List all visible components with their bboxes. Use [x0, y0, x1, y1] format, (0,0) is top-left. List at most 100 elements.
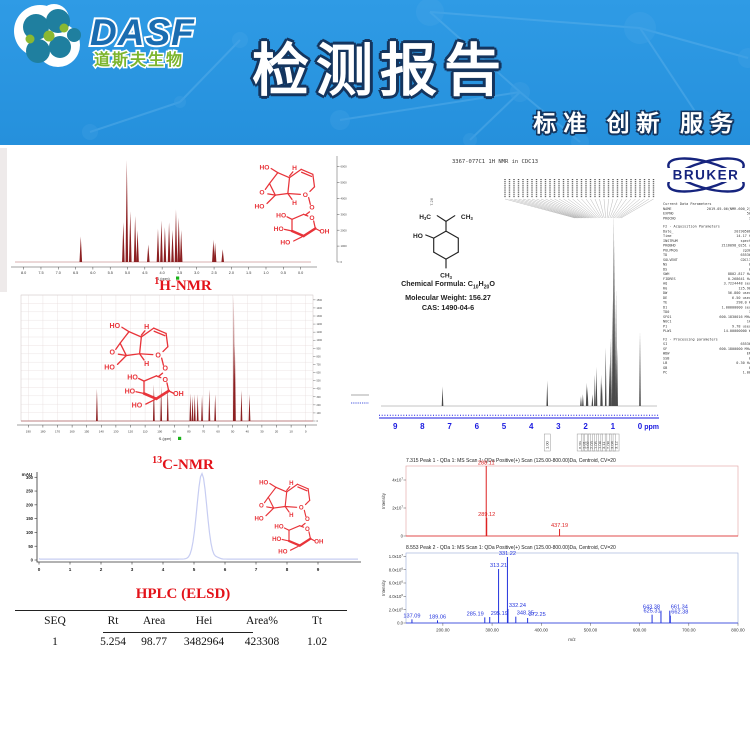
svg-text:200.00: 200.00: [436, 628, 450, 633]
svg-text:180: 180: [40, 430, 45, 434]
param-row: DW 56.800 usec: [663, 291, 750, 295]
svg-text:189.06: 189.06: [429, 614, 446, 620]
svg-text:HO: HO: [278, 548, 287, 555]
svg-text:285.19: 285.19: [467, 611, 484, 617]
hnmr-label: 1H-NMR: [154, 276, 212, 294]
compound-info: Chemical Formula: C10H20O Molecular Weig…: [372, 279, 524, 314]
svg-text:120: 120: [128, 430, 133, 434]
svg-text:OH: OH: [173, 391, 184, 398]
svg-text:0: 0: [31, 558, 34, 563]
svg-text:100: 100: [317, 412, 322, 415]
param-row: NAME 2019-05-06(NMR-600_2): [663, 206, 750, 211]
svg-text:250: 250: [26, 489, 34, 494]
molecule-blob-icon: [14, 4, 81, 67]
param-row: INSTRUM spect: [663, 238, 750, 243]
dasf-logo: DASF 道斯夫生物: [14, 4, 196, 71]
svg-text:8.0x106: 8.0x106: [389, 566, 404, 572]
svg-text:300: 300: [26, 475, 34, 480]
svg-text:300.00: 300.00: [485, 628, 499, 633]
svg-text:7.315 Peak 1 - QDa 1: MS Scan: 7.315 Peak 1 - QDa 1: MS Scan 1: QDa Pos…: [406, 458, 616, 464]
svg-text:800.00: 800.00: [731, 628, 745, 633]
svg-text:0: 0: [305, 430, 307, 434]
svg-text:O: O: [162, 366, 168, 373]
svg-text:331.22: 331.22: [499, 551, 516, 557]
svg-text:5000: 5000: [341, 181, 348, 185]
param-row: SFO1 600.1830016 MHz: [663, 314, 750, 319]
svg-text:100: 100: [157, 430, 162, 434]
param-row: TD 65536: [663, 253, 750, 257]
param-row: PROBHD Z116098_0251 (: [663, 243, 750, 248]
svg-text:160: 160: [70, 430, 75, 434]
param-row: SF 600.1800000 MHz: [663, 346, 750, 351]
svg-text:4x107: 4x107: [392, 477, 403, 483]
svg-text:4.5: 4.5: [142, 271, 147, 275]
svg-text:313.21: 313.21: [490, 563, 507, 569]
svg-text:O: O: [259, 189, 264, 196]
svg-text:HO: HO: [255, 204, 265, 211]
menthol-structure: H3C CH3 HO CH3: [413, 214, 474, 280]
param-row: NS8: [663, 262, 750, 267]
svg-text:643.38: 643.38: [643, 605, 660, 611]
svg-text:70: 70: [202, 430, 206, 434]
svg-text:O: O: [305, 516, 310, 523]
svg-text:50: 50: [28, 544, 33, 549]
svg-text:3367-077C1 1H NMR in CDC13: 3367-077C1 1H NMR in CDC13: [452, 159, 538, 165]
svg-text:2.03: 2.03: [589, 440, 594, 449]
svg-text:H: H: [144, 324, 149, 331]
svg-text:6.0x106: 6.0x106: [389, 580, 404, 586]
svg-text:3.0: 3.0: [194, 271, 199, 275]
svg-text:HO: HO: [127, 374, 138, 381]
param-row: PULPROGzg30: [663, 248, 750, 253]
svg-text:OH: OH: [314, 538, 324, 545]
param-row: PC1.00: [663, 370, 750, 375]
ms-peaks: [485, 466, 561, 536]
bruker-parameters: Current Data Parameters NAME 2019-05-06(NM…: [663, 202, 750, 375]
param-row: PROCNO1: [663, 216, 750, 221]
svg-text:HO: HO: [274, 226, 284, 233]
molecular-weight: Molecular Weight: 156.27: [405, 292, 491, 302]
svg-text:661.34: 661.34: [671, 605, 688, 611]
svg-text:0.99: 0.99: [577, 440, 582, 449]
svg-text:400: 400: [317, 388, 322, 391]
svg-text:HO: HO: [132, 403, 143, 410]
svg-text:1.02: 1.02: [585, 440, 590, 449]
param-row: DE 6.50 usec: [663, 295, 750, 300]
svg-text:HO: HO: [413, 233, 423, 240]
param-row: RG 125.98: [663, 286, 750, 291]
svg-text:10: 10: [289, 430, 293, 434]
svg-text:8: 8: [420, 422, 425, 431]
svg-text:140: 140: [99, 430, 104, 434]
svg-text:HO: HO: [125, 389, 136, 396]
svg-text:90: 90: [173, 430, 177, 434]
param-row: TD01: [663, 310, 750, 314]
brand-subtext: 道斯夫生物: [94, 50, 184, 69]
svg-text:3000: 3000: [341, 212, 348, 216]
svg-text:0: 0: [38, 567, 41, 572]
svg-text:7.5: 7.5: [38, 271, 43, 275]
svg-text:O: O: [305, 526, 310, 533]
param-row: WDWEM: [663, 351, 750, 356]
svg-text:1.00: 1.00: [545, 440, 550, 449]
svg-text:H: H: [289, 480, 294, 487]
svg-text:5: 5: [193, 567, 196, 572]
svg-text:20: 20: [275, 430, 279, 434]
chemical-formula: Chemical Formula: C10H20O: [401, 279, 495, 291]
svg-text:7.0: 7.0: [56, 271, 61, 275]
svg-text:5.0: 5.0: [125, 271, 130, 275]
svg-text:2.5: 2.5: [211, 271, 216, 275]
svg-text:H3C: H3C: [419, 214, 431, 221]
svg-text:3.12: 3.12: [613, 440, 618, 449]
svg-text:O: O: [303, 192, 308, 199]
svg-text:437.19: 437.19: [551, 523, 568, 529]
svg-text:2: 2: [583, 422, 588, 431]
svg-text:CH3: CH3: [440, 273, 453, 280]
svg-text:600: 600: [317, 372, 322, 375]
svg-text:800: 800: [317, 355, 322, 358]
svg-text:Intensity: Intensity: [381, 492, 386, 509]
svg-text:2: 2: [100, 567, 103, 572]
svg-text:2000: 2000: [341, 228, 348, 232]
